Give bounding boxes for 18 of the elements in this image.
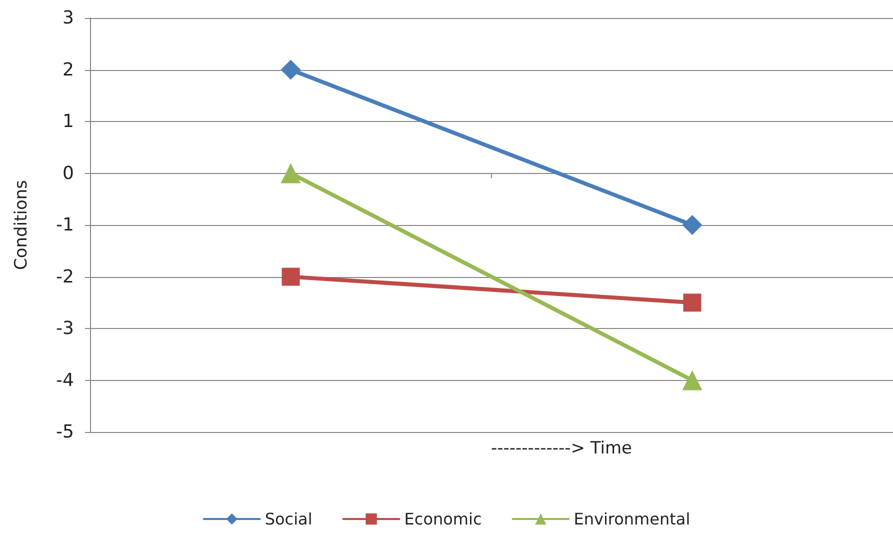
y-tick-label: 0 [62, 162, 74, 184]
legend-label: Environmental [574, 510, 690, 528]
y-tick-label: 3 [62, 8, 74, 28]
point [280, 60, 301, 80]
y-tick-label: -1 [56, 214, 74, 236]
legend-label: Economic [404, 510, 482, 528]
x-axis-title: -------------> Time [491, 438, 632, 458]
legend-label: Social [264, 510, 312, 528]
y-tick-label: -5 [56, 422, 74, 442]
y-tick-label: 2 [62, 59, 74, 80]
point [682, 215, 702, 235]
point [282, 268, 300, 286]
y-tick-label: -4 [56, 370, 74, 391]
y-tick-label: -2 [56, 266, 74, 288]
y-tick-label: -3 [56, 318, 74, 339]
y-tick-label: 1 [62, 111, 74, 132]
point [683, 294, 702, 312]
y-axis-title: Conditions [12, 180, 32, 270]
